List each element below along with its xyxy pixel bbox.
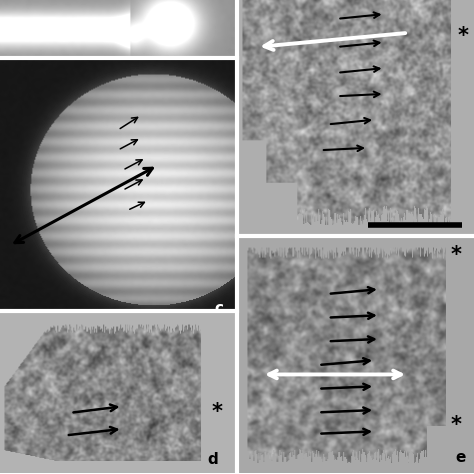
Text: *: *	[457, 26, 468, 46]
Text: *: *	[450, 415, 462, 435]
Text: d: d	[207, 452, 218, 467]
Text: *: *	[450, 245, 462, 264]
Text: c: c	[215, 301, 224, 316]
Text: *: *	[212, 401, 223, 421]
Text: e: e	[455, 450, 465, 465]
